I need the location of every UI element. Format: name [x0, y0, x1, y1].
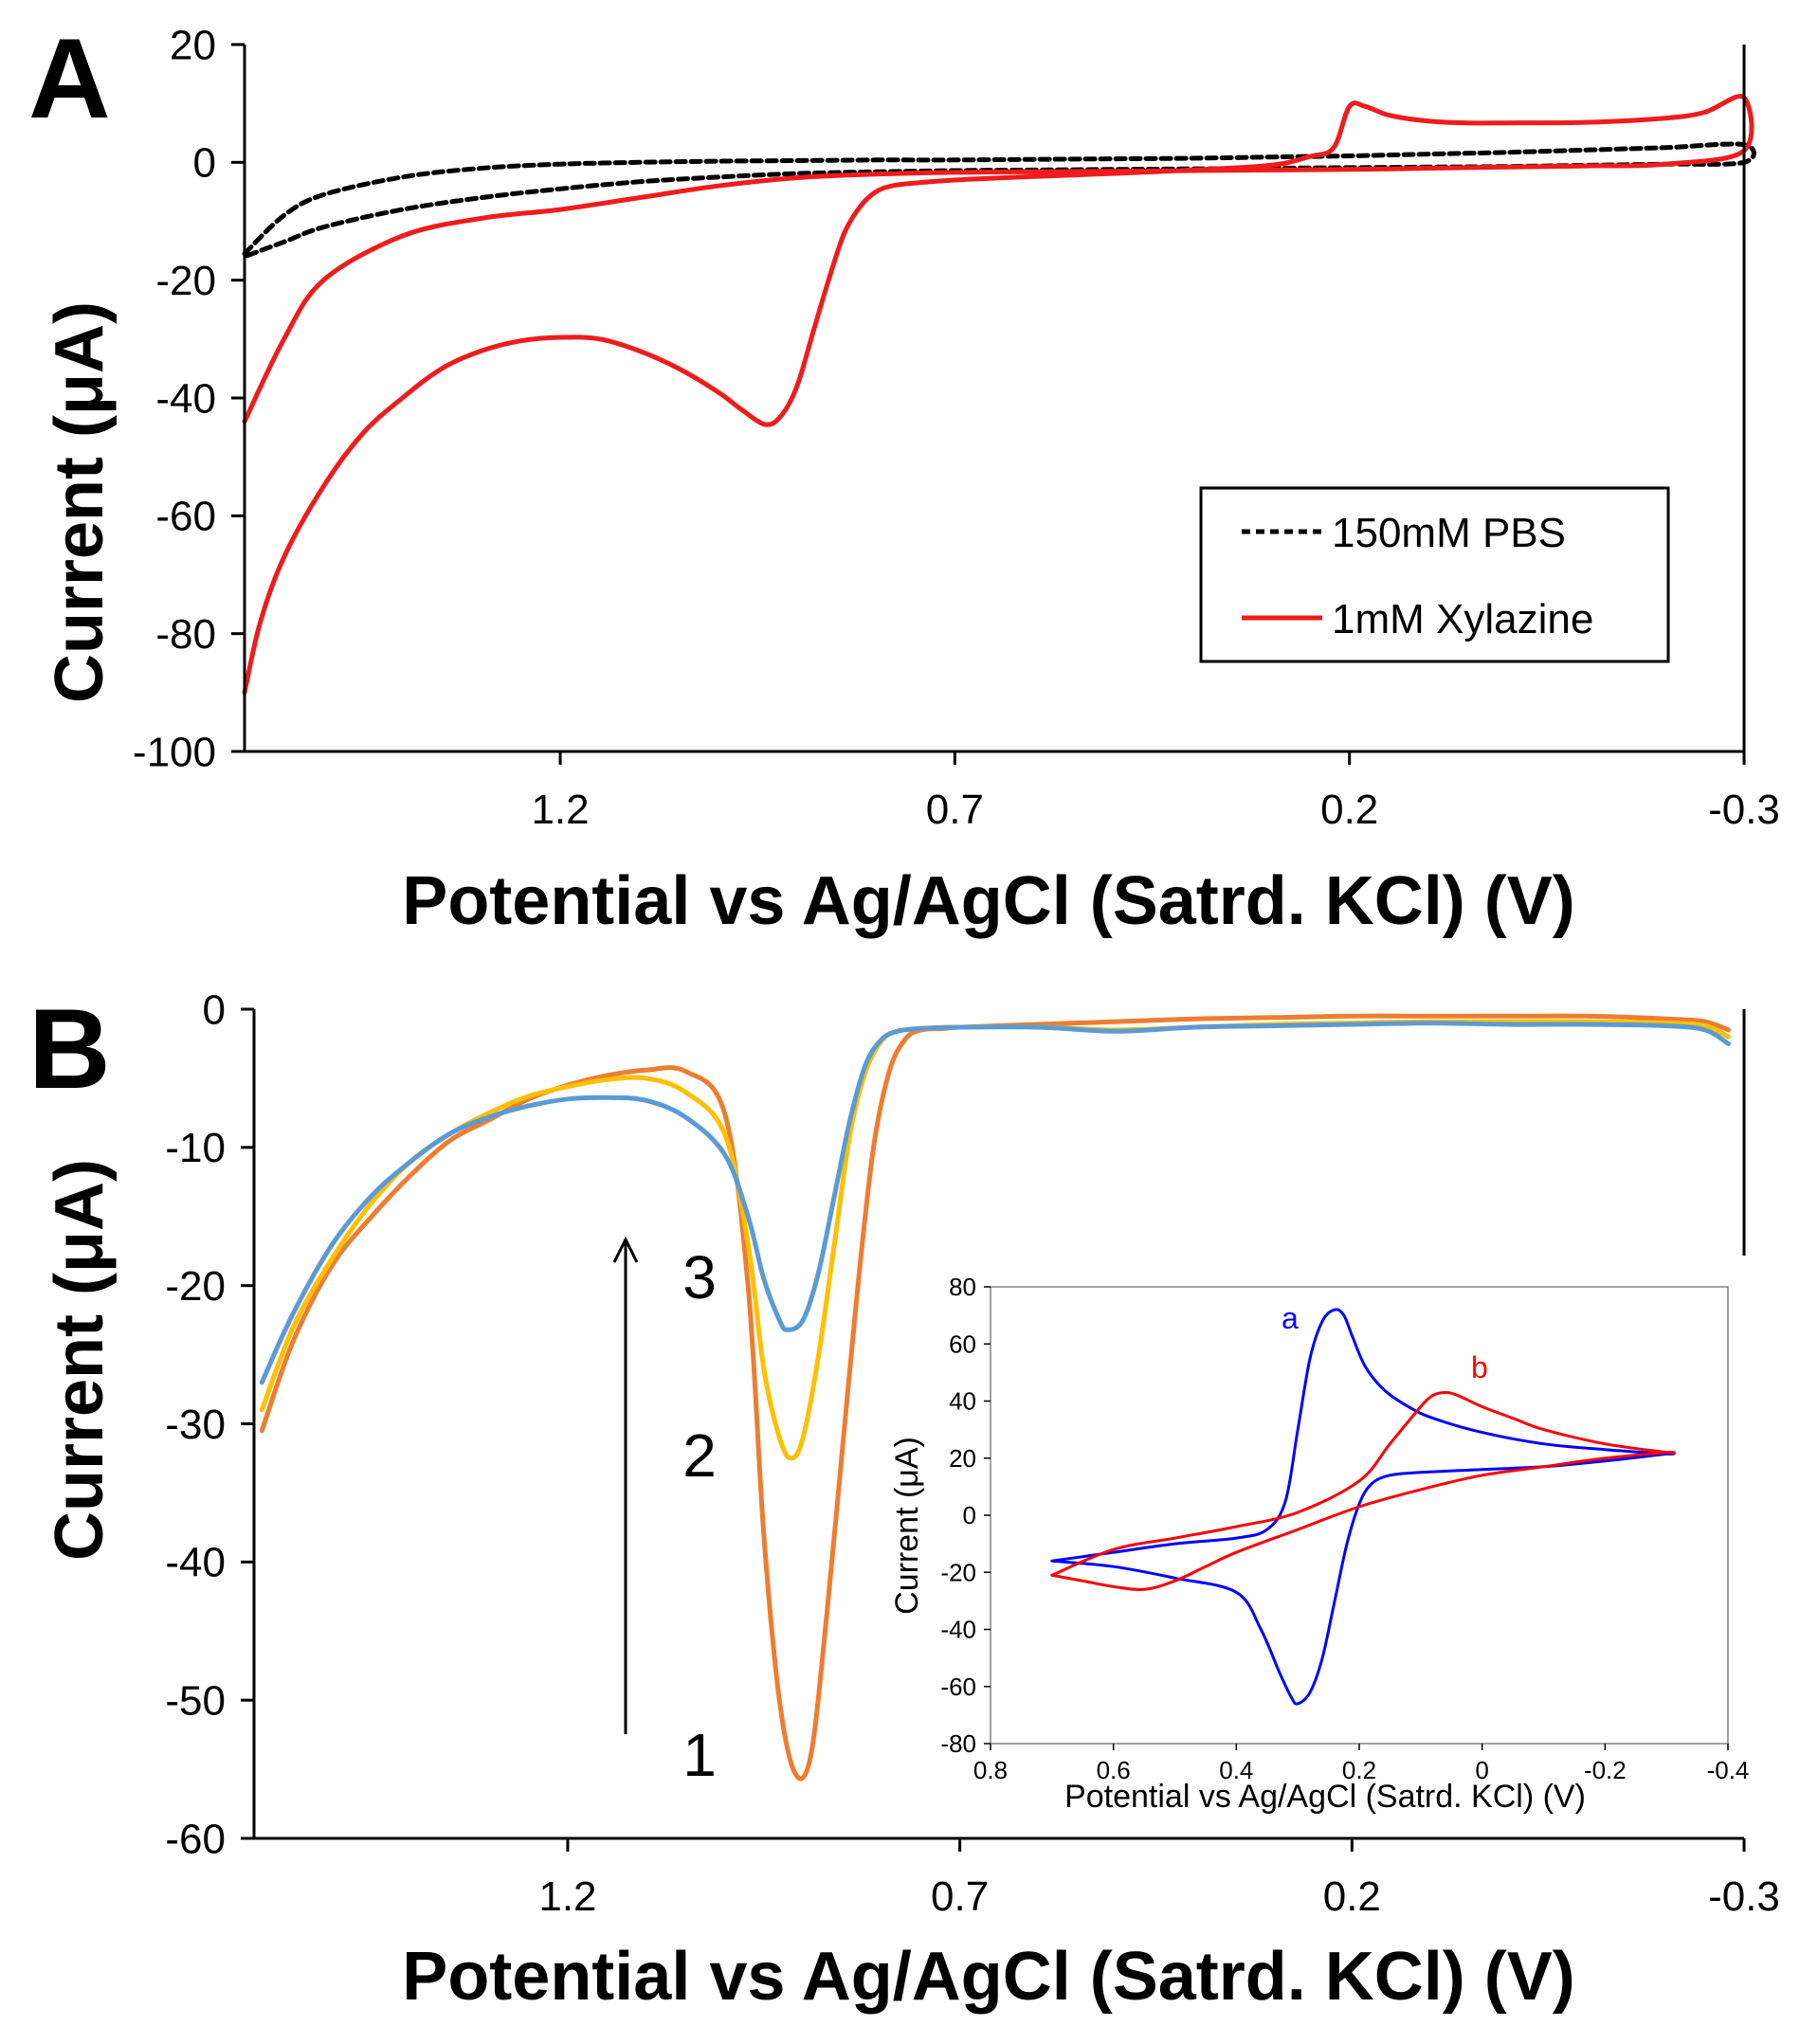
curve-label-1: 1 — [682, 1721, 717, 1789]
legend-box — [1199, 486, 1670, 663]
panel-a-y-tick-label: -20 — [155, 258, 216, 304]
inset-plot-area: 80 60 40 20 0 -20 -40 -60 -800.8 0.6 0.4 0.2 0 -0.2 -0… — [940, 1273, 1749, 1784]
inset-x-tick-label: 0.4 — [1219, 1756, 1253, 1784]
panel-a-legend: 150mM PBS 1mM Xylazine — [1199, 486, 1670, 663]
panel-b-series-line-1 — [259, 1013, 1731, 1782]
panel-b-y-tick-label: -60 — [165, 1816, 226, 1862]
panel-a-series-line-150mm-pbs — [242, 141, 1756, 260]
panel-b-series-line-3 — [259, 1021, 1731, 1385]
inset-y-axis-title: Current (μA) — [889, 1437, 925, 1615]
inset-y-tick-label: 60 — [949, 1330, 976, 1358]
inset-series-a-label: a — [1282, 1301, 1299, 1335]
panel-a-y-tick-label: -60 — [155, 494, 216, 540]
panel-a-y-tick-label: 0 — [193, 140, 216, 187]
panel-a-x-tick-label: -0.3 — [1708, 787, 1780, 833]
legend-xylazine-label: 1mM Xylazine — [1332, 596, 1593, 642]
panel-a-y-tick-label: -80 — [155, 611, 216, 658]
panel-b-x-tick-label: 1.2 — [538, 1873, 596, 1920]
panel-b-y-tick-label: -30 — [165, 1402, 226, 1448]
inset-y-tick-label: 20 — [949, 1444, 976, 1473]
panel-a-x-tick-label: 0.2 — [1320, 787, 1378, 833]
panel-a-plot-area: 20 0 -20 -40 -60 -80 -100 1.2 0.7 0.2 -0.3 — [133, 22, 1780, 833]
panel-a-y-tick-label: 20 — [170, 22, 216, 68]
panel-b: B 0 -10 -20 -30 -40 -50 -60 1.2 0.7 0.2 -0.3 Poten… — [28, 986, 1780, 2015]
panel-b-label: B — [28, 986, 111, 1112]
panel-a-y-axis-title: Current (μA) — [42, 301, 118, 703]
inset-x-tick-label: 0 — [1475, 1756, 1488, 1784]
inset-x-tick-label: 0.2 — [1342, 1756, 1376, 1784]
panel-b-y-tick-label: -10 — [165, 1125, 226, 1171]
inset-x-axis-title: Potential vs Ag/AgCl (Satrd. KCl) (V) — [1064, 1779, 1586, 1815]
panel-a-y-tick-label: -40 — [155, 375, 216, 422]
curve-label-2: 2 — [682, 1421, 717, 1490]
inset-series-line-b — [1050, 1391, 1676, 1592]
panel-b-x-tick-label: -0.3 — [1708, 1873, 1780, 1920]
panel-b-y-tick-label: -20 — [165, 1263, 226, 1310]
panel-b-x-tick-label: 0.7 — [931, 1873, 989, 1920]
panel-a-x-tick-label: 1.2 — [531, 787, 589, 833]
legend-pbs-label: 150mM PBS — [1332, 510, 1566, 556]
curve-label-3: 3 — [682, 1243, 717, 1311]
panel-b-inset: 80 60 40 20 0 -20 -40 -60 -800.8 0.6 0.4 0.2 0 -0.2 -0… — [872, 1256, 1749, 1824]
inset-x-tick-label: 0.6 — [1097, 1756, 1131, 1784]
panel-b-y-tick-label: 0 — [203, 986, 226, 1033]
inset-series-b-label: b — [1471, 1350, 1488, 1384]
panel-a-series-line-1mm-xylazine — [242, 94, 1755, 696]
inset-y-tick-label: -40 — [940, 1616, 976, 1644]
inset-x-tick-label: -0.4 — [1707, 1756, 1750, 1784]
panel-b-x-axis-title: Potential vs Ag/AgCl (Satrd. KCl) (V) — [402, 1939, 1574, 2015]
panel-b-y-axis-title: Current (μA) — [42, 1159, 118, 1561]
panel-a-x-tick-label: 0.7 — [926, 787, 984, 833]
inset-y-tick-label: 40 — [949, 1387, 976, 1416]
inset-y-tick-label: -80 — [940, 1729, 976, 1758]
panel-b-x-tick-label: 0.2 — [1323, 1873, 1381, 1920]
panel-a: A 20 0 -20 -40 -60 -80 -100 1.2 0.7 0.2 -0.3 Poten… — [28, 15, 1780, 939]
trend-arrow-head — [612, 1236, 639, 1263]
inset-y-tick-label: 80 — [949, 1273, 976, 1301]
inset-background — [872, 1256, 1739, 1824]
inset-y-tick-label: -60 — [940, 1673, 976, 1701]
panel-b-y-tick-label: -40 — [165, 1540, 226, 1586]
inset-x-tick-label: 0.8 — [973, 1756, 1008, 1784]
panel-b-plot-area: 0 -10 -20 -30 -40 -50 -60 1.2 0.7 0.2 -0.3 — [165, 986, 1780, 1920]
panel-a-y-tick-label: -100 — [133, 729, 216, 775]
panel-b-annotations: 3 2 1 — [612, 1236, 717, 1789]
inset-y-tick-label: 0 — [963, 1501, 976, 1529]
panel-a-label: A — [28, 15, 111, 142]
inset-x-tick-label: -0.2 — [1584, 1756, 1627, 1784]
panel-b-y-tick-label: -50 — [165, 1678, 226, 1725]
inset-y-tick-label: -20 — [940, 1558, 976, 1586]
panel-a-x-axis-title: Potential vs Ag/AgCl (Satrd. KCl) (V) — [402, 863, 1574, 939]
